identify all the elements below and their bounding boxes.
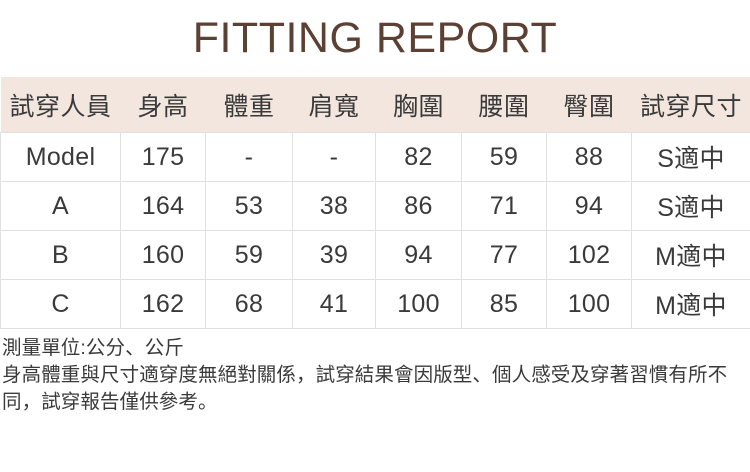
cell-bust: 100	[375, 279, 462, 329]
cell-hip: 100	[546, 279, 632, 329]
cell-person: C	[0, 279, 121, 329]
table-row: C 162 68 41 100 85 100 M適中	[0, 279, 750, 329]
page-title: FITTING REPORT	[192, 14, 558, 62]
cell-size: S適中	[631, 181, 750, 231]
cell-person: Model	[0, 132, 121, 182]
cell-size: M適中	[631, 279, 750, 329]
cell-person: A	[0, 181, 121, 231]
table-header-row: 試穿人員 身高 體重 肩寬 胸圍 腰圍 臀圍 試穿尺寸	[0, 77, 750, 133]
cell-size: S適中	[631, 132, 750, 182]
column-header-size: 試穿尺寸	[631, 77, 750, 133]
footnote: 測量單位:公分、公斤 身高體重與尺寸適穿度無絕對關係，試穿結果會因版型、個人感受…	[0, 329, 750, 416]
cell-person: B	[0, 230, 121, 280]
cell-bust: 86	[375, 181, 462, 231]
cell-weight: 59	[205, 230, 293, 280]
column-header-hip: 臀圍	[546, 77, 632, 133]
footnote-units: 測量單位:公分、公斤	[2, 337, 184, 359]
footnote-disclaimer: 身高體重與尺寸適穿度無絕對關係，試穿結果會因版型、個人感受及穿著習慣有所不同，試…	[2, 364, 728, 413]
fitting-report-table: 試穿人員 身高 體重 肩寬 胸圍 腰圍 臀圍 試穿尺寸 Model 175 - …	[0, 77, 750, 329]
cell-hip: 102	[546, 230, 632, 280]
cell-waist: 85	[461, 279, 547, 329]
cell-height: 175	[120, 132, 206, 182]
cell-weight: -	[205, 132, 293, 182]
cell-size: M適中	[631, 230, 750, 280]
cell-height: 164	[120, 181, 206, 231]
cell-shoulder: 41	[292, 279, 376, 329]
cell-shoulder: -	[292, 132, 376, 182]
cell-weight: 68	[205, 279, 293, 329]
cell-waist: 71	[461, 181, 547, 231]
cell-hip: 88	[546, 132, 632, 182]
column-header-height: 身高	[120, 77, 206, 133]
cell-shoulder: 38	[292, 181, 376, 231]
cell-shoulder: 39	[292, 230, 376, 280]
cell-hip: 94	[546, 181, 632, 231]
column-header-person: 試穿人員	[0, 77, 121, 133]
title-bar: FITTING REPORT	[0, 0, 750, 77]
table-row: B 160 59 39 94 77 102 M適中	[0, 230, 750, 280]
cell-waist: 59	[461, 132, 547, 182]
column-header-shoulder: 肩寬	[292, 77, 376, 133]
table-row: A 164 53 38 86 71 94 S適中	[0, 181, 750, 231]
cell-bust: 94	[375, 230, 462, 280]
cell-waist: 77	[461, 230, 547, 280]
cell-height: 162	[120, 279, 206, 329]
table-header: 試穿人員 身高 體重 肩寬 胸圍 腰圍 臀圍 試穿尺寸	[0, 77, 750, 133]
table-row: Model 175 - - 82 59 88 S適中	[0, 132, 750, 182]
cell-bust: 82	[375, 132, 462, 182]
column-header-bust: 胸圍	[375, 77, 462, 133]
cell-height: 160	[120, 230, 206, 280]
cell-weight: 53	[205, 181, 293, 231]
table-body: Model 175 - - 82 59 88 S適中 A 164 53 38 8…	[0, 132, 750, 329]
column-header-weight: 體重	[205, 77, 293, 133]
column-header-waist: 腰圍	[461, 77, 547, 133]
